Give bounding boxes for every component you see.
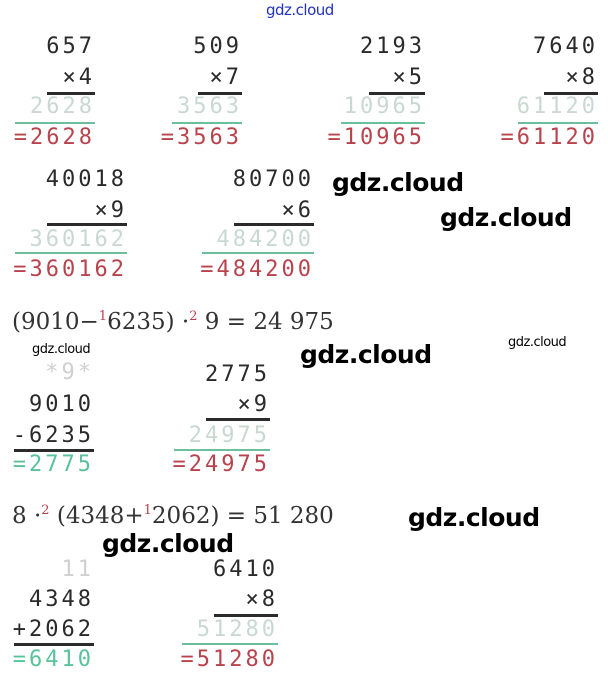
operation-line — [47, 92, 95, 95]
watermark: gdz.cloud — [508, 335, 567, 350]
expr-order-mark: 2 — [41, 503, 50, 518]
operand: ×8 — [565, 65, 598, 90]
expr-part: 2062) = 51 280 — [151, 503, 334, 529]
watermark: gdz.cloud — [440, 203, 572, 232]
partial-product: 61120 — [516, 94, 598, 119]
expression-2: 8 ·2 (4348+12062) = 51 280 — [12, 503, 334, 529]
result-number: =61120 — [500, 125, 598, 150]
expr-order-mark: 1 — [143, 503, 152, 518]
result-line — [15, 252, 127, 254]
partial-product: 3563 — [177, 94, 242, 119]
result-number: =51280 — [180, 647, 278, 672]
operand: 2193 — [360, 34, 425, 59]
result-line — [172, 122, 242, 124]
result-line — [182, 643, 278, 645]
expr-part: 9 = 24 975 — [197, 309, 334, 335]
result-line — [518, 122, 598, 124]
result-number: =10965 — [327, 125, 425, 150]
carry-digits: 11 — [61, 557, 94, 582]
operand: +2062 — [12, 617, 94, 642]
expr-part: 6235) · — [107, 309, 190, 335]
operation-line — [206, 418, 270, 421]
result-number: =24975 — [172, 452, 270, 477]
result-number: =3563 — [160, 125, 242, 150]
expression-1: (9010−16235) ·2 9 = 24 975 — [12, 309, 334, 335]
operand: 6410 — [213, 557, 278, 582]
carry-digits: *9* — [45, 360, 94, 385]
partial-product: 484200 — [216, 227, 314, 252]
partial-product: 2628 — [30, 94, 95, 119]
result-number: =2628 — [13, 125, 95, 150]
operation-line — [198, 92, 242, 95]
operand: ×9 — [237, 392, 270, 417]
operand: 2775 — [205, 362, 270, 387]
operation-line — [544, 92, 598, 95]
operation-line — [14, 643, 94, 646]
operand: 9010 — [29, 392, 94, 417]
operand: 657 — [46, 34, 95, 59]
result-line — [341, 122, 425, 124]
watermark: gdz.cloud — [32, 342, 91, 357]
operand: 4348 — [29, 587, 94, 612]
operand: -6235 — [12, 423, 94, 448]
operation-line — [214, 614, 278, 617]
operand: ×9 — [94, 198, 127, 223]
operand: 509 — [193, 34, 242, 59]
partial-product: 360162 — [29, 227, 127, 252]
watermark: gdz.cloud — [408, 503, 540, 532]
operand: 7640 — [533, 34, 598, 59]
result-line — [15, 122, 95, 124]
expr-order-mark: 1 — [98, 309, 108, 324]
partial-product: 51280 — [196, 617, 278, 642]
expr-order-mark: 2 — [189, 309, 198, 324]
operand: ×7 — [209, 65, 242, 90]
watermark: gdz.cloud — [332, 168, 464, 197]
operand: ×4 — [62, 65, 95, 90]
result-number: =360162 — [13, 257, 127, 282]
watermark: gdz.cloud — [102, 529, 234, 558]
operand: ×6 — [281, 198, 314, 223]
watermark-top: gdz.cloud — [266, 1, 334, 19]
operand: ×8 — [245, 587, 278, 612]
operand: 80700 — [232, 167, 314, 192]
operand: 40018 — [45, 167, 127, 192]
result-line — [174, 449, 270, 451]
result-number: =484200 — [200, 257, 314, 282]
result-number: =6410 — [12, 647, 94, 672]
operation-line — [369, 92, 425, 95]
operation-line — [14, 449, 94, 452]
expr-part: (4348+ — [49, 503, 144, 529]
result-number: =2775 — [12, 452, 94, 477]
operation-line — [47, 223, 127, 226]
partial-product: 24975 — [188, 423, 270, 448]
result-line — [202, 252, 314, 254]
partial-product: 10965 — [343, 94, 425, 119]
expr-part: (9010− — [12, 309, 99, 335]
operand: ×5 — [392, 65, 425, 90]
expr-part: 8 · — [12, 503, 42, 529]
operation-line — [234, 223, 314, 226]
watermark: gdz.cloud — [300, 340, 432, 369]
